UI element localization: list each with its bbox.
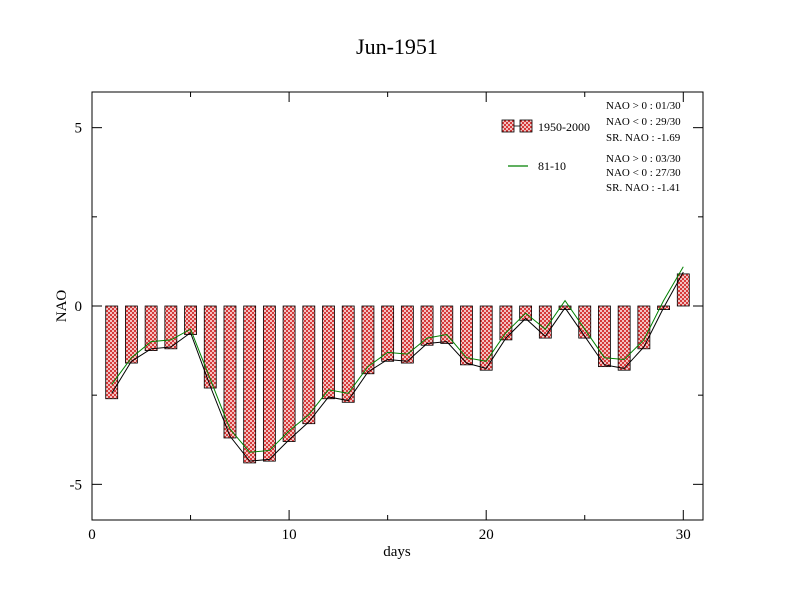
- bar-day-3: [144, 305, 158, 351]
- bar-day-30: [676, 273, 690, 307]
- x-tick-label: 10: [282, 527, 297, 543]
- bar-day-16: [400, 305, 414, 364]
- bar-day-7: [223, 305, 237, 439]
- bar-day-5: [184, 305, 197, 335]
- bar-day-15: [381, 305, 395, 362]
- x-tick-label: 0: [88, 527, 96, 543]
- line-81-10: [111, 266, 684, 453]
- bar-day-27: [617, 305, 631, 371]
- bar-day-26: [598, 305, 611, 368]
- legend-bar-swatch-2: [519, 119, 533, 133]
- stats-block-1950-2000: NAO > 0 : 01/30 NAO < 0 : 29/30 SR. NAO …: [606, 100, 681, 144]
- bar-day-21: [499, 305, 513, 341]
- y-axis: -5 0 5: [70, 121, 703, 493]
- legend-label-1950-2000: 1950-2000: [538, 120, 590, 134]
- stats-line: NAO > 0 : 03/30: [606, 153, 681, 165]
- bar-day-19: [460, 305, 473, 366]
- bar-series-1950-2000: [105, 273, 690, 464]
- bar-day-13: [341, 305, 355, 403]
- legend-bar-swatch-1: [501, 119, 515, 133]
- bar-day-10: [282, 305, 296, 442]
- bar-day-9: [262, 305, 276, 462]
- bar-day-17: [420, 305, 434, 346]
- bar-day-25: [578, 305, 592, 339]
- x-axis: 0 10 20 30: [88, 92, 691, 543]
- line-series: [111, 266, 684, 462]
- y-tick-label: 0: [75, 299, 83, 315]
- x-tick-label: 30: [676, 527, 691, 543]
- stats-line: NAO < 0 : 29/30: [606, 116, 681, 128]
- stats-block-81-10: NAO > 0 : 03/30 NAO < 0 : 27/30 SR. NAO …: [606, 153, 681, 194]
- black-line: [111, 271, 684, 462]
- stats-line: SR. NAO : -1.41: [606, 182, 680, 194]
- bar-day-12: [322, 305, 335, 400]
- y-axis-label: NAO: [54, 290, 70, 323]
- stats-line: SR. NAO : -1.69: [606, 132, 681, 144]
- bar-day-20: [479, 305, 493, 371]
- bar-day-23: [538, 305, 552, 339]
- y-tick-label: 5: [75, 121, 83, 137]
- bar-day-11: [302, 305, 316, 425]
- bar-day-2: [125, 305, 138, 364]
- bar-day-1: [105, 305, 119, 400]
- bar-day-28: [637, 305, 651, 350]
- stats-line: NAO < 0 : 27/30: [606, 167, 681, 179]
- y-tick-label: -5: [70, 477, 83, 493]
- bar-day-6: [203, 305, 217, 389]
- bar-day-18: [440, 305, 454, 344]
- x-tick-label: 20: [479, 527, 494, 543]
- legend-label-81-10: 81-10: [538, 159, 566, 173]
- bar-day-14: [361, 305, 375, 375]
- legend: 1950-2000 81-10: [501, 119, 590, 173]
- stats-line: NAO > 0 : 01/30: [606, 100, 681, 112]
- chart-title: Jun-1951: [356, 34, 438, 59]
- x-axis-label: days: [383, 544, 411, 560]
- bar-day-8: [243, 305, 257, 464]
- bar-day-4: [164, 305, 178, 350]
